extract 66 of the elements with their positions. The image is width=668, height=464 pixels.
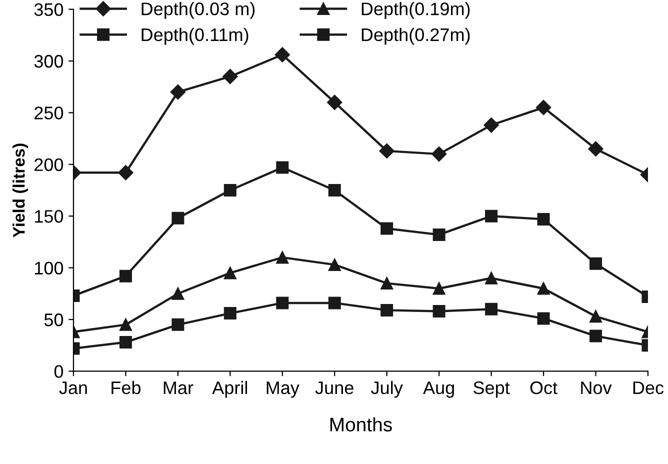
- point: [276, 161, 289, 174]
- y-tick-label: 250: [34, 106, 64, 120]
- x-tick-label: Dec: [633, 382, 664, 394]
- point: [328, 258, 341, 271]
- y-tick-label: 350: [34, 3, 64, 16]
- point: [224, 184, 236, 196]
- x-tick-label: Nov: [581, 382, 612, 394]
- point: [380, 222, 394, 235]
- point: [536, 100, 552, 116]
- point: [485, 302, 498, 316]
- point: [119, 336, 132, 348]
- point: [170, 84, 186, 100]
- x-tick-label: June: [315, 382, 354, 394]
- y-axis-title: Yield (litres): [12, 144, 28, 238]
- point: [589, 330, 602, 342]
- x-tick-label: April: [212, 380, 248, 398]
- point: [379, 143, 394, 159]
- point: [432, 282, 446, 295]
- legend-label: Depth(0.11m): [142, 28, 248, 45]
- point: [172, 212, 184, 224]
- x-tick-label: Oct: [530, 381, 558, 394]
- point: [431, 146, 447, 162]
- point: [327, 94, 342, 110]
- point: [485, 272, 498, 284]
- x-tick-label: Aug: [423, 382, 454, 398]
- point: [118, 165, 134, 180]
- x-tick-label: July: [371, 380, 403, 398]
- point: [172, 287, 184, 300]
- y-tick-label: 100: [35, 262, 64, 275]
- x-tick-label: Feb: [112, 380, 141, 394]
- point: [328, 296, 341, 310]
- y-tick-label: 200: [34, 158, 64, 172]
- point: [537, 212, 550, 226]
- point: [588, 141, 604, 156]
- x-tick-label: Mar: [164, 382, 194, 394]
- point: [589, 257, 602, 270]
- x-tick-label: Sept: [474, 381, 510, 398]
- y-tick-label: 50: [44, 313, 64, 326]
- legend-label: Depth(0.03 m): [142, 2, 255, 19]
- point: [432, 304, 446, 318]
- y-tick-label: 150: [35, 210, 64, 223]
- legend-label: Depth(0.27m): [362, 28, 470, 45]
- point: [119, 318, 132, 331]
- point: [276, 251, 289, 264]
- point: [274, 47, 290, 62]
- point: [589, 310, 602, 323]
- point: [432, 228, 446, 241]
- point: [276, 296, 289, 310]
- x-tick-label: Jan: [59, 382, 87, 394]
- y-tick-label: 300: [34, 54, 64, 68]
- point: [537, 312, 550, 325]
- point: [484, 118, 499, 133]
- point: [172, 318, 184, 331]
- point: [224, 266, 236, 280]
- point: [485, 210, 498, 222]
- y-tick-label: 0: [54, 365, 64, 378]
- point: [328, 184, 341, 196]
- point: [119, 270, 132, 282]
- point: [224, 307, 236, 320]
- x-axis-title: Months: [330, 417, 392, 432]
- point: [222, 68, 238, 84]
- legend-label: Depth(0.19m): [362, 2, 470, 19]
- point: [537, 282, 550, 295]
- point: [380, 304, 394, 316]
- point: [380, 277, 394, 290]
- x-tick-label: May: [266, 382, 300, 398]
